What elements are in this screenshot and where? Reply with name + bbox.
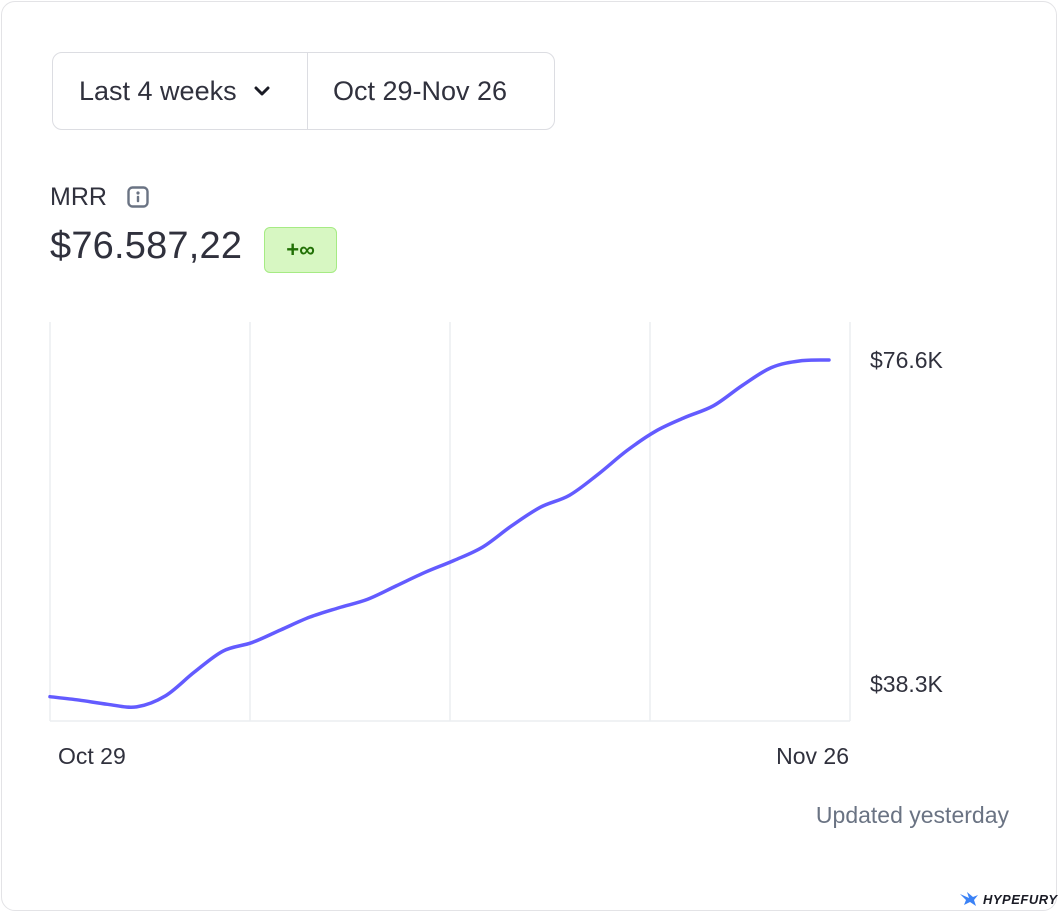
change-badge: +∞ <box>264 227 337 273</box>
info-icon[interactable] <box>127 186 149 208</box>
date-range-control: Last 4 weeks Oct 29-Nov 26 <box>52 52 555 130</box>
metric-label: MRR <box>50 183 107 211</box>
hypefury-logo-icon <box>960 892 978 906</box>
brand-logo: HYPEFURY <box>959 891 1058 907</box>
range-select-label: Last 4 weeks <box>79 75 237 106</box>
brand-name: HYPEFURY <box>983 891 1058 907</box>
date-range-text: Oct 29-Nov 26 <box>333 75 508 106</box>
updated-status: Updated yesterday <box>815 802 1009 828</box>
date-range-display[interactable]: Oct 29-Nov 26 <box>308 53 554 129</box>
metric-value: $76.587,22 <box>50 225 243 267</box>
range-select-dropdown[interactable]: Last 4 weeks <box>53 53 308 129</box>
chevron-down-icon <box>249 78 275 104</box>
